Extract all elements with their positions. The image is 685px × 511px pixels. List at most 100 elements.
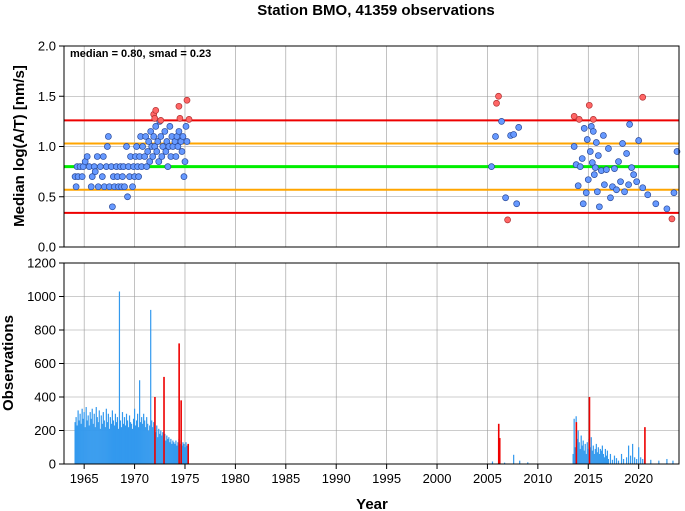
median-point [611,165,618,172]
median-point [155,158,163,165]
year-tick-label: 1965 [70,471,99,486]
observation-bar [84,427,86,464]
median-y-axis-label: Median log(A/T) [nm/s] [11,65,28,227]
median-point [615,158,622,165]
year-tick-label: 1995 [372,471,401,486]
observation-bar [630,455,632,464]
observation-bar [605,455,608,464]
observations-y-ticks: 0 200 400 600 800 1000 1200 [27,256,64,472]
observation-bar [169,442,171,464]
chart-title: Station BMO, 41359 observations [257,2,495,19]
median-annotation: median = 0.80, smad = 0.23 [70,48,211,60]
median-y-tick-label: 1.0 [38,139,56,154]
observation-bar [97,422,99,464]
observation-bar [90,418,92,464]
median-point [150,133,158,140]
observation-bar [611,459,614,464]
observation-bar [116,417,119,464]
median-point [601,181,608,189]
observation-bar [127,427,130,464]
median-point [135,173,142,180]
median-point [639,184,647,192]
observation-bar [576,438,578,464]
observation-bar [147,423,149,464]
observation-bar [640,457,642,464]
median-point [172,153,180,160]
median-outlier-point [151,115,159,122]
median-point [72,183,80,191]
observation-bar [607,458,610,464]
median-point [78,173,86,180]
observation-bar [82,418,84,464]
median-point [164,163,172,170]
observation-bar [581,445,583,464]
observation-bar [579,448,581,464]
median-y-tick-label: 0.5 [38,189,56,204]
observation-bar [595,443,597,464]
observation-bar [173,442,175,464]
observation-bar [584,443,586,464]
observation-bar [594,448,596,464]
observation-bar [606,450,609,464]
observation-bar [592,445,594,464]
observation-bar [171,443,173,464]
median-point [88,173,96,180]
median-outlier-point [589,116,597,123]
median-point [590,171,598,178]
median-point [628,164,635,171]
median-outlier-point [157,117,165,124]
observation-bar [186,445,188,464]
observation-bar [126,420,129,464]
year-tick-label: 1975 [171,471,200,486]
median-points [71,92,681,224]
observation-bar [144,420,146,464]
observation-bar [123,417,126,464]
observation-bar [115,422,118,464]
observation-bar [632,443,634,464]
observation-bar [153,422,155,464]
observation-bar [135,420,138,464]
observation-bar [585,453,587,464]
observations-y-tick-label: 1200 [27,256,56,271]
median-outlier-point [570,112,578,120]
median-point [663,205,671,213]
median-point [147,128,155,135]
observation-bar [613,455,616,464]
observation-bar [634,457,636,464]
observation-bar [586,442,588,464]
median-point [579,200,587,208]
observation-bar [185,442,187,464]
observation-outlier-bar [178,343,180,464]
year-x-axis-label: Year [356,496,388,511]
observation-bar [164,433,166,464]
median-point [149,153,157,160]
median-point [584,176,592,184]
observation-bar [600,450,602,464]
median-point [617,178,624,186]
observation-bar [89,412,91,464]
median-point [119,173,126,180]
observation-bar [118,291,121,464]
median-point [576,163,584,170]
observation-outlier-bar [163,376,165,464]
observation-bar [120,427,123,464]
observation-outlier-bar [644,427,646,464]
year-x-ticks: 1965 1970 1975 1980 1985 1990 1995 2000 2005 2010… [70,464,653,486]
observation-bar [159,433,161,464]
observation-bar [638,447,640,464]
median-point [83,153,91,160]
year-tick-label: 2010 [523,471,552,486]
observation-bar [151,420,153,464]
observation-bar [527,462,529,464]
observation-bar [166,435,168,464]
median-point [152,123,160,130]
observation-bar [578,442,580,464]
observation-bar [124,425,127,464]
observation-bar [627,445,630,464]
year-tick-label: 1980 [221,471,250,486]
median-point [182,123,190,130]
observations-y-tick-label: 800 [34,323,56,338]
observation-bar [85,407,87,464]
year-tick-label: 1990 [322,471,351,486]
